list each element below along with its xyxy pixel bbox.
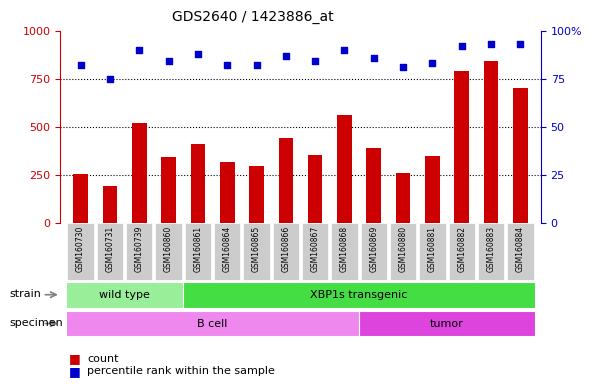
Point xyxy=(369,55,379,61)
FancyBboxPatch shape xyxy=(302,223,328,280)
Point xyxy=(428,60,438,66)
Bar xyxy=(73,174,88,223)
Text: B cell: B cell xyxy=(197,318,228,329)
Text: GSM160730: GSM160730 xyxy=(76,225,85,272)
Bar xyxy=(132,123,147,223)
Text: count: count xyxy=(87,354,118,364)
FancyBboxPatch shape xyxy=(183,282,535,308)
Text: GSM160866: GSM160866 xyxy=(281,225,290,272)
Text: GSM160880: GSM160880 xyxy=(398,225,407,272)
Text: GSM160869: GSM160869 xyxy=(369,225,378,272)
Bar xyxy=(278,138,293,223)
FancyBboxPatch shape xyxy=(361,223,387,280)
Text: GSM160881: GSM160881 xyxy=(428,225,437,271)
FancyBboxPatch shape xyxy=(67,223,94,280)
Text: GSM160884: GSM160884 xyxy=(516,225,525,272)
FancyBboxPatch shape xyxy=(243,223,270,280)
Point xyxy=(457,43,466,49)
FancyBboxPatch shape xyxy=(331,223,358,280)
Bar xyxy=(220,162,234,223)
Point xyxy=(398,64,408,70)
FancyBboxPatch shape xyxy=(66,311,359,336)
Text: wild type: wild type xyxy=(99,290,150,300)
Point xyxy=(340,47,349,53)
Text: ■: ■ xyxy=(69,365,81,378)
Point xyxy=(252,62,261,68)
Point xyxy=(222,62,232,68)
Text: GSM160739: GSM160739 xyxy=(135,225,144,272)
Bar xyxy=(308,155,323,223)
Point xyxy=(135,47,144,53)
Point xyxy=(281,53,291,59)
Point xyxy=(310,58,320,65)
Bar xyxy=(337,115,352,223)
Text: strain: strain xyxy=(9,289,41,299)
Bar xyxy=(396,173,410,223)
Bar xyxy=(161,157,176,223)
Bar xyxy=(513,88,528,223)
FancyBboxPatch shape xyxy=(478,223,504,280)
Text: GSM160861: GSM160861 xyxy=(194,225,203,272)
Point xyxy=(193,51,203,57)
FancyBboxPatch shape xyxy=(448,223,475,280)
Bar xyxy=(103,186,117,223)
FancyBboxPatch shape xyxy=(156,223,182,280)
Text: tumor: tumor xyxy=(430,318,464,329)
Bar xyxy=(367,148,381,223)
FancyBboxPatch shape xyxy=(66,282,183,308)
Point xyxy=(105,76,115,82)
Point xyxy=(486,41,496,47)
FancyBboxPatch shape xyxy=(273,223,299,280)
FancyBboxPatch shape xyxy=(419,223,445,280)
Text: percentile rank within the sample: percentile rank within the sample xyxy=(87,366,275,376)
Point xyxy=(163,58,173,65)
Text: specimen: specimen xyxy=(9,318,63,328)
Text: GSM160882: GSM160882 xyxy=(457,225,466,271)
Bar xyxy=(484,61,498,223)
Text: GSM160864: GSM160864 xyxy=(223,225,232,272)
Bar xyxy=(454,71,469,223)
Text: GSM160867: GSM160867 xyxy=(311,225,320,272)
Text: GDS2640 / 1423886_at: GDS2640 / 1423886_at xyxy=(172,10,333,23)
FancyBboxPatch shape xyxy=(359,311,535,336)
FancyBboxPatch shape xyxy=(97,223,123,280)
Text: XBP1s transgenic: XBP1s transgenic xyxy=(311,290,408,300)
Text: ■: ■ xyxy=(69,353,81,366)
Text: GSM160860: GSM160860 xyxy=(164,225,173,272)
FancyBboxPatch shape xyxy=(507,223,534,280)
Point xyxy=(516,41,525,47)
FancyBboxPatch shape xyxy=(185,223,211,280)
FancyBboxPatch shape xyxy=(126,223,153,280)
Text: GSM160865: GSM160865 xyxy=(252,225,261,272)
Bar xyxy=(425,157,440,223)
Text: GSM160868: GSM160868 xyxy=(340,225,349,272)
Text: GSM160731: GSM160731 xyxy=(105,225,114,272)
FancyBboxPatch shape xyxy=(214,223,240,280)
Bar xyxy=(249,166,264,223)
Text: GSM160883: GSM160883 xyxy=(487,225,496,272)
Bar xyxy=(191,144,205,223)
Point xyxy=(76,62,85,68)
FancyBboxPatch shape xyxy=(390,223,416,280)
